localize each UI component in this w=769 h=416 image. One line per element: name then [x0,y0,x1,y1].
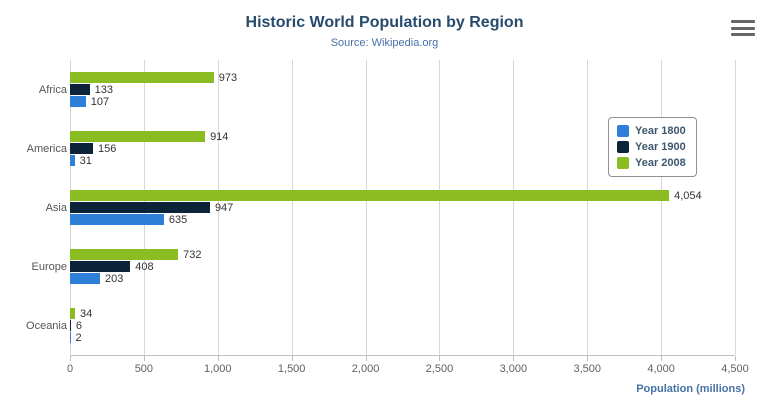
legend-symbol-icon [617,125,629,137]
legend-label: Year 1900 [635,141,686,153]
bar-data-label: 4,054 [674,189,702,202]
bar-data-label: 107 [90,95,110,108]
chart-subtitle: Source: Wikipedia.org [330,37,439,49]
bar-europe-year-2008[interactable] [70,249,179,260]
bar-data-label: 732 [183,248,202,261]
x-axis-tick-label: 2,500 [425,363,454,375]
bar-america-year-1900[interactable] [70,143,94,154]
plot-area: 973 133 107 914 156 31 4,054 947 635 732 408 203 34 6… [70,60,736,355]
bar-africa-year-1800[interactable] [70,96,86,107]
bar-data-label: 156 [98,142,117,155]
bar-data-label: 973 [218,71,238,84]
bar-data-label: 947 [214,201,234,214]
bar-data-label: 31 [79,154,92,167]
legend-label: Year 1800 [635,125,686,137]
bar-data-label: 203 [104,272,124,285]
bar-data-label: 635 [168,213,188,226]
bar-europe-year-1900[interactable] [70,261,131,272]
chart-title: Historic World Population by Region [245,14,524,31]
bar-africa-year-1900[interactable] [70,84,90,95]
bar-data-label: 133 [94,83,113,96]
legend: Year 1800 Year 1900 Year 2008 [608,117,697,177]
x-axis-tick-label: 1,500 [277,363,306,375]
hamburger-line [731,20,755,23]
bar-group-america: 914 156 31 [70,119,735,178]
gridline [439,60,441,355]
gridline [217,60,219,355]
gridline [735,60,736,355]
bar-data-label: 34 [80,307,93,320]
gridline [291,60,293,355]
bar-group-europe: 732 408 203 [70,237,735,296]
x-axis-tick [513,356,515,361]
legend-item-year-1800[interactable]: Year 1800 [617,125,686,137]
bar-data-label: 914 [210,130,229,143]
x-axis-tick [70,356,71,361]
bar-group-oceania: 34 6 2 [70,296,735,355]
category-label-africa: Africa [38,83,67,96]
x-axis-tick [365,356,367,361]
bar-asia-year-2008[interactable] [70,190,670,201]
bar-europe-year-1800[interactable] [70,273,100,284]
bar-oceania-year-1900[interactable] [70,320,71,331]
category-label-oceania: Oceania [26,319,67,332]
x-axis-tick [587,356,589,361]
x-axis-tick-label: 3,500 [573,363,601,375]
bar-group-africa: 973 133 107 [70,60,735,119]
x-axis-tick-label: 500 [134,363,154,375]
hamburger-line [731,33,755,36]
gridline [661,60,663,355]
x-axis-title: Population (millions) [636,383,745,395]
x-axis-tick-label: 4,500 [721,363,749,375]
category-label-europe: Europe [31,260,67,273]
x-axis-tick [291,356,293,361]
bar-oceania-year-1800[interactable] [70,332,71,343]
legend-label: Year 2008 [635,157,686,169]
legend-symbol-icon [617,141,629,153]
bar-asia-year-1900[interactable] [70,202,210,213]
x-axis-tick-label: 2,000 [351,363,380,375]
x-axis-tick [217,356,219,361]
hamburger-line [731,26,755,30]
bar-oceania-year-2008[interactable] [70,308,76,319]
bar-group-asia: 4,054 947 635 [70,178,735,237]
bar-africa-year-2008[interactable] [70,72,214,83]
gridline [513,60,515,355]
x-axis-tick [661,356,663,361]
legend-symbol-icon [617,157,629,169]
gridline [587,60,589,355]
bar-america-year-2008[interactable] [70,131,206,142]
category-label-america: America [26,142,67,155]
bar-asia-year-1800[interactable] [70,214,164,225]
x-axis-tick-label: 0 [66,363,74,375]
bar-data-label: 2 [75,331,82,344]
x-axis-tick-label: 1,000 [204,363,232,375]
legend-item-year-2008[interactable]: Year 2008 [617,157,686,169]
bar-america-year-1800[interactable] [70,155,75,166]
x-axis-tick-label: 3,000 [499,363,528,375]
x-axis-line [70,355,735,356]
x-axis-tick [439,356,441,361]
bar-data-label: 6 [75,319,82,332]
category-label-asia: Asia [45,201,67,214]
bar-data-label: 408 [135,260,154,273]
gridline [365,60,367,355]
x-axis-tick-label: 4,000 [647,363,675,375]
legend-item-year-1900[interactable]: Year 1900 [617,141,686,153]
x-axis-tick [735,356,736,361]
hamburger-menu-icon[interactable] [731,18,755,38]
x-axis-tick [143,356,145,361]
